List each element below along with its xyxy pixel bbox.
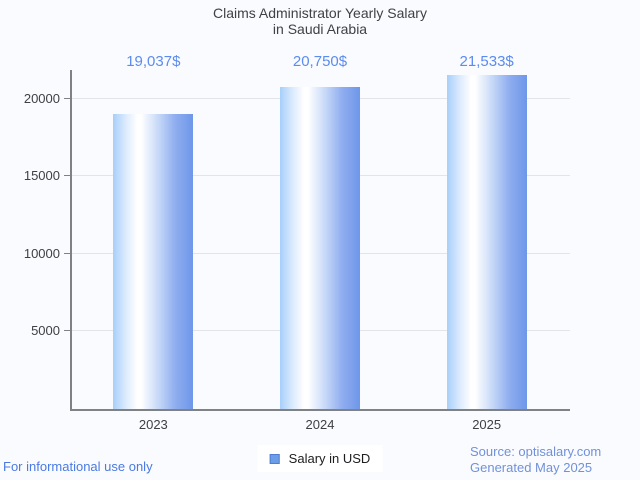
- x-axis-label-2025: 2025: [472, 417, 502, 432]
- legend-label: Salary in USD: [288, 451, 371, 466]
- x-axis-label-2024: 2024: [305, 417, 335, 432]
- bar-value-label-2024: 20,750$: [292, 53, 348, 70]
- y-tick-label-5000: 5000: [31, 323, 60, 338]
- x-axis-label-2023: 2023: [138, 417, 168, 432]
- y-tick-20000: [64, 98, 72, 99]
- legend: Salary in USD: [257, 445, 383, 472]
- y-tick-15000: [64, 175, 72, 176]
- disclaimer-text: For informational use only: [3, 459, 153, 474]
- bar-value-label-2025: 21,533$: [459, 53, 514, 70]
- x-axis-labels: 2023 2024 2025: [0, 417, 640, 435]
- source-text: Source: optisalary.com: [470, 444, 602, 459]
- plot-area: 5000 10000 15000 20000: [24, 70, 570, 411]
- chart-title-line1: Claims Administrator Yearly Salary: [213, 5, 427, 21]
- source-block: Source: optisalary.com Generated May 202…: [470, 444, 601, 476]
- y-tick-5000: [64, 330, 72, 331]
- bar-2023[interactable]: [113, 114, 194, 409]
- y-tick-10000: [64, 253, 72, 254]
- bar-value-labels: 19,037$ 20,750$ 21,533$: [0, 53, 640, 75]
- legend-swatch-icon: [269, 453, 280, 464]
- y-tick-label-10000: 10000: [23, 246, 60, 261]
- chart-title-line2: in Saudi Arabia: [272, 21, 368, 37]
- bar-2024[interactable]: [280, 87, 360, 409]
- y-tick-label-15000: 15000: [23, 168, 60, 183]
- bar-value-label-2023: 19,037$: [126, 53, 181, 70]
- y-tick-label-20000: 20000: [23, 91, 60, 106]
- generated-text: Generated May 2025: [470, 460, 593, 475]
- chart-title: Claims Administrator Yearly Salary in Sa…: [0, 5, 640, 37]
- bar-2025[interactable]: [446, 75, 527, 409]
